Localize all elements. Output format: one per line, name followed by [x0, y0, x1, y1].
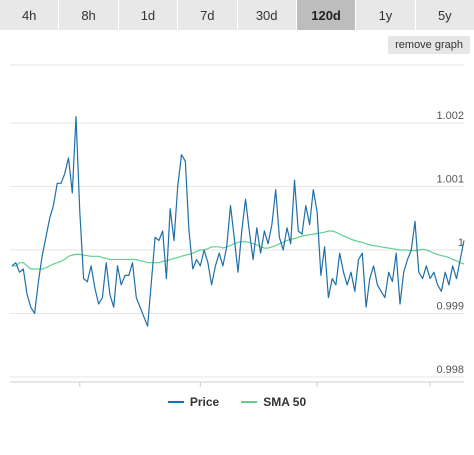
sma-series-line — [12, 230, 465, 270]
tab-7d[interactable]: 7d — [178, 0, 238, 30]
legend-item-price[interactable]: Price — [167, 395, 220, 409]
chart-legend: Price SMA 50 — [0, 390, 474, 414]
tab-120d[interactable]: 120d — [296, 0, 357, 30]
tab-1y[interactable]: 1y — [356, 0, 416, 30]
tab-30d[interactable]: 30d — [238, 0, 297, 30]
legend-price-label: Price — [189, 395, 220, 409]
y-tick-label: 1 — [458, 237, 464, 249]
price-series-line — [11, 116, 465, 327]
sma-legend-swatch — [241, 401, 258, 403]
timeframe-tabs: 4h 8h 1d 7d 30d 120d 1y 5y — [0, 0, 474, 30]
y-tick-label: 1.001 — [436, 174, 464, 186]
tab-8h[interactable]: 8h — [59, 0, 119, 30]
tab-4h[interactable]: 4h — [0, 0, 60, 30]
legend-item-sma[interactable]: SMA 50 — [241, 395, 306, 409]
remove-graph-button[interactable]: remove graph — [388, 36, 470, 54]
tab-1d[interactable]: 1d — [119, 0, 179, 30]
y-tick-label: 0.999 — [436, 301, 464, 313]
y-tick-label: 0.998 — [436, 364, 464, 376]
y-tick-label: 1.002 — [436, 110, 464, 122]
legend-sma-label: SMA 50 — [263, 395, 307, 409]
price-legend-swatch — [167, 401, 184, 403]
tab-5y[interactable]: 5y — [437, 7, 452, 23]
